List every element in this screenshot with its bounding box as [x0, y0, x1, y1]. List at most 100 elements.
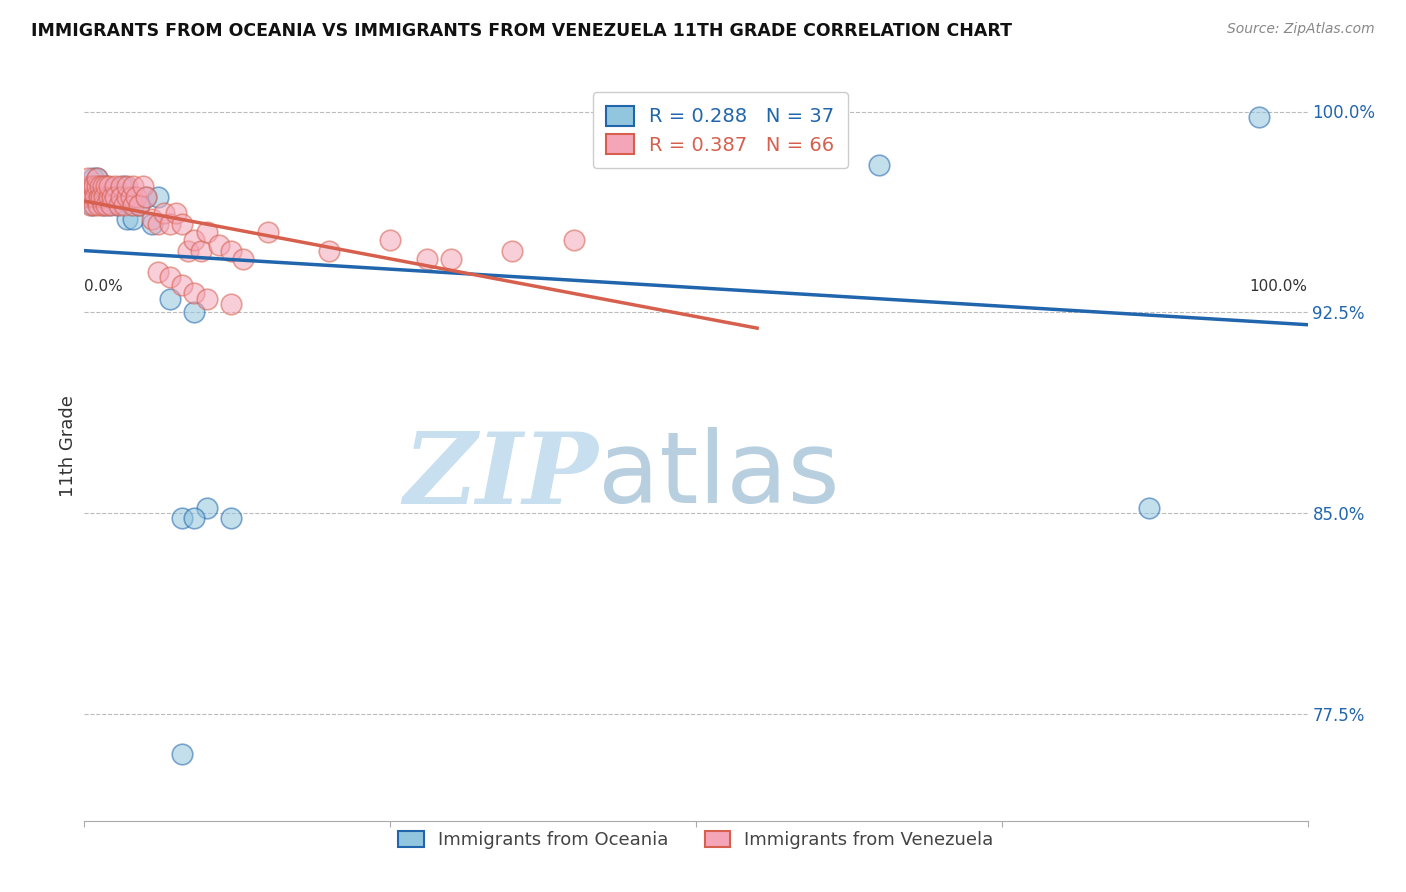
Point	[172, 278, 194, 293]
Point	[122, 179, 145, 194]
Point	[183, 286, 205, 301]
Point	[440, 252, 463, 266]
Point	[76, 179, 98, 194]
Point	[135, 190, 157, 204]
Point	[107, 198, 129, 212]
Point	[77, 185, 100, 199]
Point	[84, 190, 107, 204]
Point	[562, 233, 585, 247]
Point	[219, 511, 242, 525]
Point	[146, 190, 169, 204]
Point	[115, 190, 138, 204]
Point	[219, 244, 242, 258]
Point	[159, 270, 181, 285]
Point	[101, 190, 124, 204]
Text: atlas: atlas	[598, 427, 839, 524]
Point	[128, 198, 150, 212]
Point	[87, 190, 110, 204]
Point	[115, 179, 138, 194]
Point	[104, 185, 127, 199]
Point	[91, 198, 114, 212]
Point	[86, 171, 108, 186]
Point	[177, 244, 200, 258]
Point	[86, 179, 108, 194]
Point	[93, 190, 115, 204]
Point	[104, 179, 127, 194]
Point	[80, 198, 103, 212]
Text: ZIP: ZIP	[404, 428, 598, 524]
Point	[195, 500, 218, 515]
Point	[183, 305, 205, 319]
Text: 0.0%: 0.0%	[84, 279, 124, 293]
Point	[86, 171, 108, 186]
Point	[1137, 500, 1160, 515]
Text: Source: ZipAtlas.com: Source: ZipAtlas.com	[1227, 22, 1375, 37]
Point	[89, 179, 111, 194]
Point	[318, 244, 340, 258]
Point	[91, 179, 114, 194]
Point	[84, 190, 107, 204]
Point	[183, 233, 205, 247]
Point	[112, 198, 135, 212]
Point	[110, 190, 132, 204]
Point	[83, 185, 105, 199]
Point	[82, 190, 104, 204]
Point	[110, 179, 132, 194]
Point	[122, 198, 145, 212]
Point	[132, 179, 155, 194]
Point	[79, 198, 101, 212]
Point	[195, 292, 218, 306]
Point	[97, 198, 120, 212]
Point	[146, 217, 169, 231]
Point	[100, 198, 122, 212]
Point	[80, 179, 103, 194]
Point	[125, 190, 148, 204]
Point	[79, 190, 101, 204]
Point	[86, 179, 108, 194]
Point	[141, 217, 163, 231]
Point	[135, 190, 157, 204]
Point	[96, 179, 118, 194]
Point	[190, 244, 212, 258]
Point	[97, 190, 120, 204]
Point	[112, 179, 135, 194]
Point	[115, 211, 138, 226]
Point	[83, 198, 105, 212]
Point	[232, 252, 254, 266]
Point	[172, 217, 194, 231]
Point	[105, 198, 128, 212]
Point	[87, 190, 110, 204]
Point	[208, 238, 231, 252]
Point	[120, 190, 142, 204]
Point	[172, 511, 194, 525]
Point	[91, 198, 114, 212]
Point	[77, 171, 100, 186]
Point	[128, 198, 150, 212]
Point	[869, 158, 891, 172]
Point	[416, 252, 439, 266]
Point	[87, 179, 110, 194]
Point	[195, 225, 218, 239]
Point	[120, 198, 142, 212]
Point	[104, 190, 127, 204]
Point	[83, 179, 105, 194]
Point	[146, 265, 169, 279]
Text: IMMIGRANTS FROM OCEANIA VS IMMIGRANTS FROM VENEZUELA 11TH GRADE CORRELATION CHAR: IMMIGRANTS FROM OCEANIA VS IMMIGRANTS FR…	[31, 22, 1012, 40]
Point	[159, 292, 181, 306]
Point	[122, 211, 145, 226]
Point	[89, 185, 111, 199]
Legend: Immigrants from Oceania, Immigrants from Venezuela: Immigrants from Oceania, Immigrants from…	[391, 824, 1001, 856]
Point	[141, 211, 163, 226]
Point	[502, 244, 524, 258]
Point	[82, 171, 104, 186]
Point	[153, 206, 176, 220]
Point	[79, 179, 101, 194]
Point	[96, 198, 118, 212]
Point	[97, 179, 120, 194]
Point	[380, 233, 402, 247]
Y-axis label: 11th Grade: 11th Grade	[59, 395, 77, 497]
Point	[90, 190, 112, 204]
Point	[87, 198, 110, 212]
Point	[1247, 110, 1270, 124]
Text: 100.0%: 100.0%	[1250, 279, 1308, 293]
